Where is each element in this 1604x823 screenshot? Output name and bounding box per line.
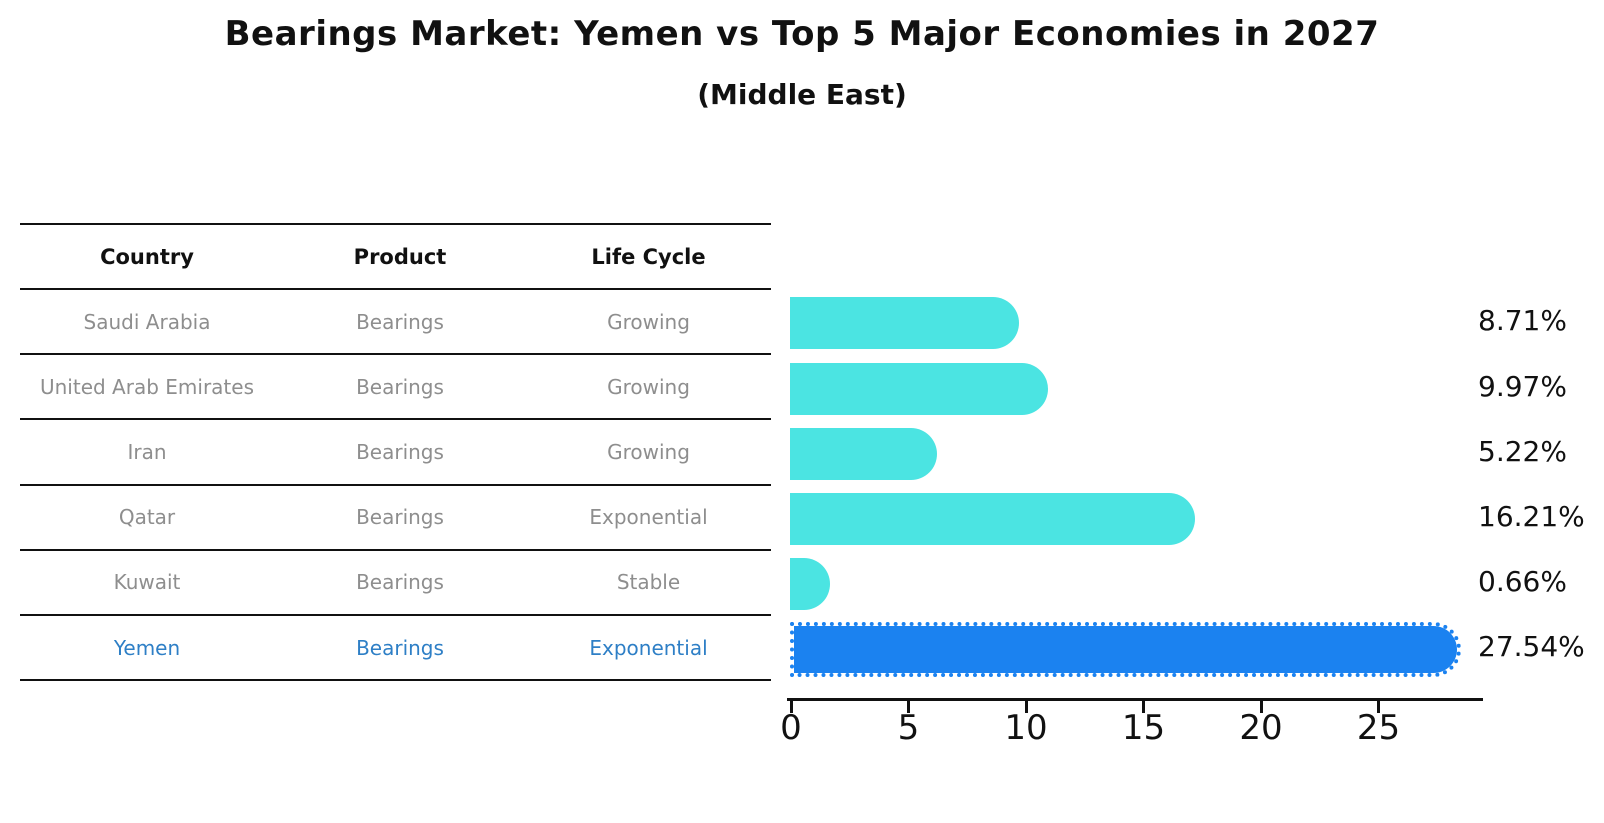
- value-label-qatar: 16.21%: [1478, 499, 1585, 533]
- cell-product: Bearings: [356, 505, 444, 530]
- cell-country: Qatar: [118, 505, 176, 530]
- cell-country: Iran: [127, 439, 167, 464]
- column-header-life-cycle: Life Cycle: [591, 244, 706, 269]
- bar-kuwait: [790, 558, 830, 611]
- table-row-iran: Iran Bearings Growing: [20, 420, 771, 486]
- cell-life-cycle: Stable: [616, 570, 681, 595]
- value-label-kuwait: 0.66%: [1478, 565, 1567, 599]
- cell-life-cycle: Growing: [607, 439, 690, 464]
- table-row-saudi-arabia: Saudi Arabia Bearings Growing: [20, 290, 771, 356]
- cell-life-cycle: Growing: [607, 374, 690, 399]
- x-axis-tick-label-10: 10: [1004, 708, 1048, 748]
- x-axis-tick-0: [789, 700, 793, 713]
- bar-saudi-arabia: [790, 297, 1019, 350]
- x-axis-tick-label-0: 0: [780, 708, 802, 748]
- cell-product: Bearings: [356, 635, 444, 660]
- cell-life-cycle: Exponential: [589, 505, 708, 530]
- comparison-table: Country Product Life Cycle Saudi Arabia B…: [20, 223, 771, 682]
- column-header-product: Product: [353, 244, 447, 269]
- value-label-iran: 5.22%: [1478, 434, 1567, 468]
- x-axis-tick-5: [907, 700, 910, 713]
- value-label-united-arab-emirates: 9.97%: [1478, 369, 1567, 403]
- cell-life-cycle: Growing: [607, 309, 690, 334]
- cell-country: Kuwait: [113, 570, 181, 595]
- cell-product: Bearings: [356, 309, 444, 334]
- cell-country: Yemen: [113, 635, 181, 660]
- x-axis-tick-10: [1024, 700, 1028, 713]
- table-row-kuwait: Kuwait Bearings Stable: [20, 551, 771, 616]
- bar-iran: [790, 427, 937, 480]
- bar-qatar: [790, 492, 1195, 545]
- cell-product: Bearings: [356, 439, 444, 464]
- bar-yemen: [790, 621, 1462, 677]
- cell-product: Bearings: [356, 374, 444, 399]
- x-axis-tick-label-20: 20: [1239, 708, 1283, 748]
- table-row-united-arab-emirates: United Arab Emirates Bearings Growing: [20, 355, 771, 421]
- x-axis-tick-label-5: 5: [897, 708, 920, 748]
- table-body: Saudi Arabia Bearings Growing United Arab E…: [20, 290, 771, 682]
- x-axis-tick-25: [1377, 700, 1380, 713]
- cell-product: Bearings: [356, 570, 444, 595]
- x-axis-tick-label-15: 15: [1121, 708, 1166, 748]
- value-label-yemen: 27.54%: [1478, 630, 1585, 664]
- table-row-qatar: Qatar Bearings Exponential: [20, 486, 771, 551]
- bar-united-arab-emirates: [790, 362, 1049, 415]
- cell-country: Saudi Arabia: [83, 309, 211, 334]
- chart-subtitle: (Middle East): [697, 78, 907, 111]
- chart-title: Bearings Market: Yemen vs Top 5 Major Ec…: [224, 14, 1380, 54]
- table-row-yemen: Yemen Bearings Exponential: [20, 616, 771, 682]
- x-axis-tick-label-25: 25: [1356, 708, 1401, 748]
- cell-life-cycle: Exponential: [589, 635, 708, 660]
- x-axis-tick-20: [1259, 700, 1263, 713]
- x-axis-line: [787, 698, 1483, 701]
- cell-country: United Arab Emirates: [39, 374, 254, 399]
- value-label-saudi-arabia: 8.71%: [1478, 304, 1567, 338]
- column-header-country: Country: [100, 244, 194, 269]
- x-axis-tick-15: [1142, 700, 1145, 713]
- table-header-row: Country Product Life Cycle: [20, 223, 771, 290]
